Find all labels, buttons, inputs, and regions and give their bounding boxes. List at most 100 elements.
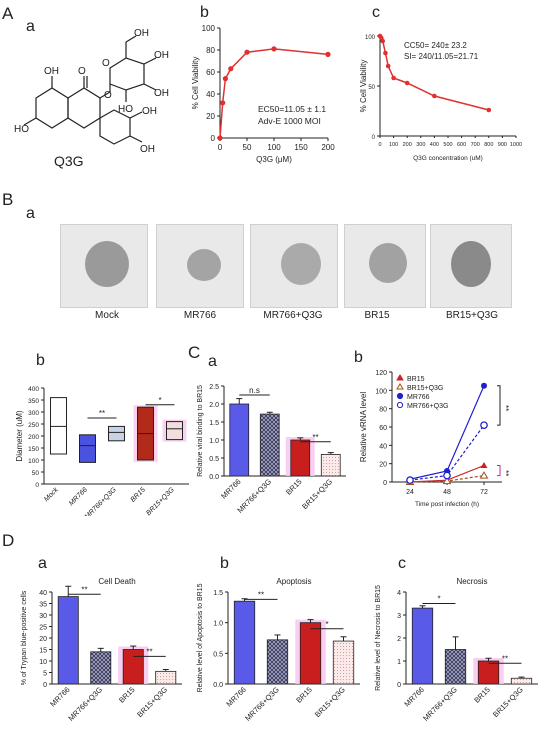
bar xyxy=(320,454,341,477)
x-tick-label: BR15 xyxy=(472,685,492,705)
y-tick-label: 2.0 xyxy=(209,402,219,409)
data-point xyxy=(325,51,331,58)
x-tick-label: Mock xyxy=(43,486,60,503)
x-tick-label: MR766 xyxy=(48,685,71,708)
micrograph-label-mr766: MR766 xyxy=(183,310,217,321)
sig-bracket xyxy=(497,385,501,426)
atom-oh-ring: OH xyxy=(154,50,169,61)
x-tick-label: 500 xyxy=(443,142,452,148)
y-tick-label: 60 xyxy=(379,425,387,432)
bar xyxy=(299,622,322,685)
range-bar xyxy=(50,397,67,455)
x-tick-label: BR15 xyxy=(117,685,137,705)
y-tick-label: 1.5 xyxy=(213,590,223,597)
x-tick-label: MR766+Q3G xyxy=(243,685,281,723)
x-tick-label: BR15 xyxy=(294,685,314,705)
panel-label-C: C xyxy=(188,343,201,362)
panel-label-Bb: b xyxy=(36,352,45,369)
annotation-cc50: CC50= 240± 23.2 xyxy=(404,41,467,50)
data-point xyxy=(222,76,228,82)
annotation-ec50: EC50=11.05 ± 1.1 xyxy=(258,104,326,114)
legend-marker xyxy=(396,374,404,381)
bar xyxy=(90,651,112,685)
atom-oh-phenyl: OH xyxy=(142,106,157,117)
atom-oh-sugar: OH xyxy=(134,28,149,39)
data-point xyxy=(486,107,492,113)
x-tick-label: 1000 xyxy=(510,142,522,148)
x-tick-label: 400 xyxy=(430,142,439,148)
data-point xyxy=(385,63,391,69)
x-tick-label: BR15+Q3G xyxy=(313,685,347,719)
x-axis-label: Q3G concentration (uM) xyxy=(413,155,483,162)
y-tick-label: 0.0 xyxy=(213,682,223,689)
y-tick-label: 4 xyxy=(397,590,401,597)
bar xyxy=(477,660,500,685)
y-tick-label: 0.0 xyxy=(209,474,219,481)
y-tick-label: 30 xyxy=(39,613,47,620)
y-tick-label: 15 xyxy=(39,648,47,655)
y-tick-label: 80 xyxy=(206,46,215,55)
chart-necrosis: Necrosis 0 1 2 3 4 Relative level of Necrosis … xyxy=(375,577,538,723)
x-tick-label: BR15+Q3G xyxy=(135,685,169,719)
y-tick-label: 10 xyxy=(39,659,47,666)
legend-marker xyxy=(396,383,404,390)
chart-title: Necrosis xyxy=(456,577,487,586)
y-tick-label: 2.5 xyxy=(209,384,219,391)
range-bar xyxy=(166,421,183,441)
x-tick-label: 48 xyxy=(443,489,451,496)
y-tick-label: 0 xyxy=(35,482,39,489)
data-point xyxy=(220,100,226,106)
x-tick-label: 50 xyxy=(243,143,252,152)
data-point xyxy=(443,471,451,480)
sig-label: n.s xyxy=(249,386,260,395)
y-tick-label: 350 xyxy=(28,398,39,405)
sig-label: ** xyxy=(99,409,105,418)
x-axis-label: Time post infection (h) xyxy=(415,501,479,508)
panel-label-A: A xyxy=(2,4,14,23)
chart-cell-death: Cell Death 0 5 10 15 20 25 30 35 40 % of Trypan bl… xyxy=(21,577,182,723)
y-axis-label: Diameter (uM) xyxy=(15,410,24,461)
y-tick-label: 100 xyxy=(365,35,376,41)
legend-label: BR15+Q3G xyxy=(407,385,443,392)
y-tick-label: 50 xyxy=(368,85,375,91)
chart-apoptosis: Apoptosis 0.0 0.5 1.0 1.5 Relative level of A… xyxy=(197,577,360,723)
y-axis-label: Relative viral binding to BR15 xyxy=(197,385,204,477)
y-tick-label: 20 xyxy=(39,636,47,643)
panel-label-Cb: b xyxy=(354,349,363,366)
data-point xyxy=(480,462,488,468)
y-tick-label: 0 xyxy=(43,682,47,689)
sig-label: * xyxy=(437,595,440,604)
legend-label: MR766+Q3G xyxy=(407,403,448,410)
bar xyxy=(411,607,434,685)
micrograph-label-br15: BR15 xyxy=(364,310,390,321)
data-point xyxy=(406,476,414,485)
bar xyxy=(122,649,144,685)
panel-label-Dc: c xyxy=(398,555,406,572)
sig-label: ** xyxy=(81,585,87,594)
y-axis-label: % Cell Viability xyxy=(191,57,200,110)
legend-marker xyxy=(396,392,404,400)
micrograph-br15 xyxy=(344,224,426,308)
range-bar xyxy=(108,425,125,442)
y-tick-label: 25 xyxy=(39,625,47,632)
atom-ho-left: HO xyxy=(14,124,29,135)
y-axis-label: Relative vRNA level xyxy=(359,392,368,462)
y-tick-label: 40 xyxy=(379,443,387,450)
range-bar xyxy=(79,434,96,463)
panel-label-Ba: a xyxy=(26,205,35,222)
x-tick-label: BR15+Q3G xyxy=(300,477,334,511)
x-tick-label: 200 xyxy=(403,142,412,148)
x-tick-label: 700 xyxy=(471,142,480,148)
x-tick-label: BR15+Q3G xyxy=(491,685,525,719)
x-tick-label: MR766 xyxy=(68,486,89,507)
sig-label: ** xyxy=(146,647,152,656)
x-tick-label: 800 xyxy=(484,142,493,148)
x-tick-label: 300 xyxy=(416,142,425,148)
sig-bracket xyxy=(497,465,501,477)
bar xyxy=(57,596,79,685)
data-point xyxy=(432,93,437,99)
data-point xyxy=(383,50,388,56)
panel-label-Ac: c xyxy=(372,4,380,21)
data-point xyxy=(228,66,234,72)
x-tick-label: BR15 xyxy=(130,486,147,503)
